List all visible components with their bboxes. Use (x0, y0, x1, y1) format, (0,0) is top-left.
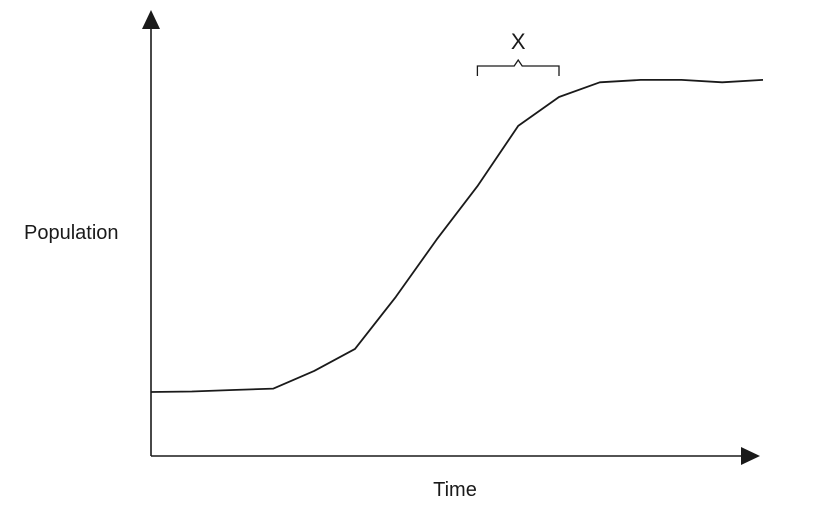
x-axis-label: Time (433, 479, 477, 501)
x-axis-arrow-icon (741, 447, 760, 465)
annotation-layer: X (476, 29, 560, 76)
series-layer (150, 79, 764, 393)
y-axis-label: Population (24, 222, 119, 244)
series-line-0 (150, 79, 764, 393)
annotation-bracket (476, 58, 560, 76)
y-axis-arrow-icon (142, 10, 160, 29)
annotation-label: X (511, 29, 526, 54)
